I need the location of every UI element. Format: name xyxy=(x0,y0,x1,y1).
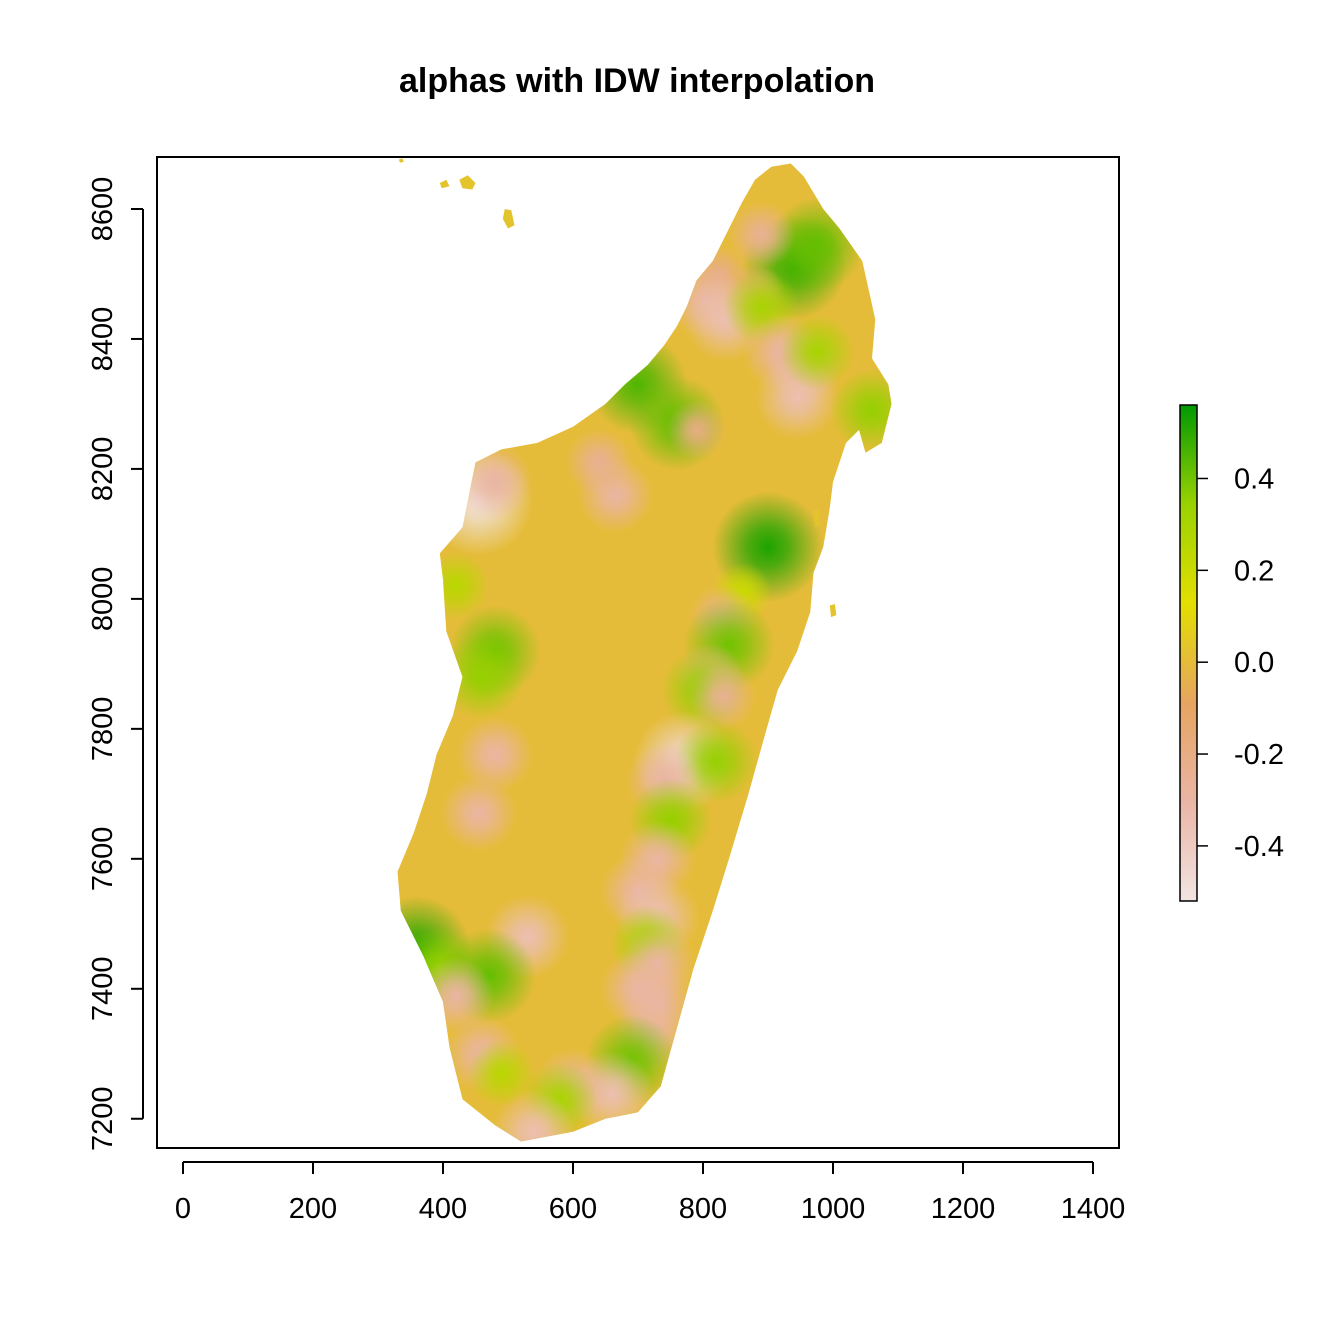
interpolated-landmass xyxy=(397,163,892,1142)
y-tick-label: 8000 xyxy=(87,567,119,632)
y-tick-label: 7800 xyxy=(87,697,119,762)
interpolation-point xyxy=(778,314,855,390)
y-tick-label: 8200 xyxy=(87,437,119,502)
interpolation-point xyxy=(492,1089,576,1142)
interpolation-point xyxy=(440,634,524,719)
x-tick-label: 1200 xyxy=(931,1193,996,1225)
chart-title: alphas with IDW interpolation xyxy=(399,62,875,100)
x-tick-label: 600 xyxy=(549,1193,597,1225)
y-tick-label: 7200 xyxy=(87,1086,119,1151)
legend-tick-label: -0.4 xyxy=(1234,831,1284,863)
interpolation-point xyxy=(830,368,892,453)
legend-tick-label: 0.4 xyxy=(1234,463,1274,495)
x-tick-label: 800 xyxy=(679,1193,727,1225)
island xyxy=(459,175,476,190)
y-tick-label: 8600 xyxy=(87,177,119,242)
island xyxy=(813,509,820,528)
interpolation-point xyxy=(565,428,633,497)
y-tick-label: 7400 xyxy=(87,957,119,1022)
interpolation-point xyxy=(467,1039,536,1108)
interpolation-point xyxy=(688,662,757,731)
x-tick-label: 400 xyxy=(419,1193,467,1225)
island xyxy=(502,209,515,229)
legend-color-bar xyxy=(1179,404,1198,902)
island xyxy=(439,179,450,189)
y-tick-label: 7600 xyxy=(87,827,119,892)
interpolation-point xyxy=(422,551,490,620)
interpolation-point xyxy=(440,775,517,852)
x-tick-label: 200 xyxy=(289,1193,337,1225)
island xyxy=(398,158,404,163)
legend-tick-label: 0.2 xyxy=(1234,555,1274,587)
island xyxy=(829,604,837,618)
y-axis: 7200 7400 7600 7800 8000 8200 8400 8600 xyxy=(87,177,144,1151)
color-legend: -0.4 -0.2 0.0 0.2 0.4 xyxy=(1179,404,1284,902)
interpolation-point xyxy=(727,201,796,269)
plot-frame xyxy=(156,156,1120,1149)
x-tick-label: 1400 xyxy=(1061,1193,1126,1225)
islands xyxy=(398,158,837,618)
interpolation-point xyxy=(457,716,533,793)
x-tick-label: 1000 xyxy=(801,1193,866,1225)
y-tick-label: 8400 xyxy=(87,307,119,372)
x-tick-label: 0 xyxy=(175,1193,191,1225)
interpolation-point xyxy=(457,443,533,520)
legend-tick-label: -0.2 xyxy=(1234,739,1284,771)
legend-tick-label: 0.0 xyxy=(1234,647,1274,679)
interpolation-point xyxy=(666,399,727,460)
x-axis: 0 200 400 600 800 1000 1200 1400 xyxy=(175,1161,1126,1225)
